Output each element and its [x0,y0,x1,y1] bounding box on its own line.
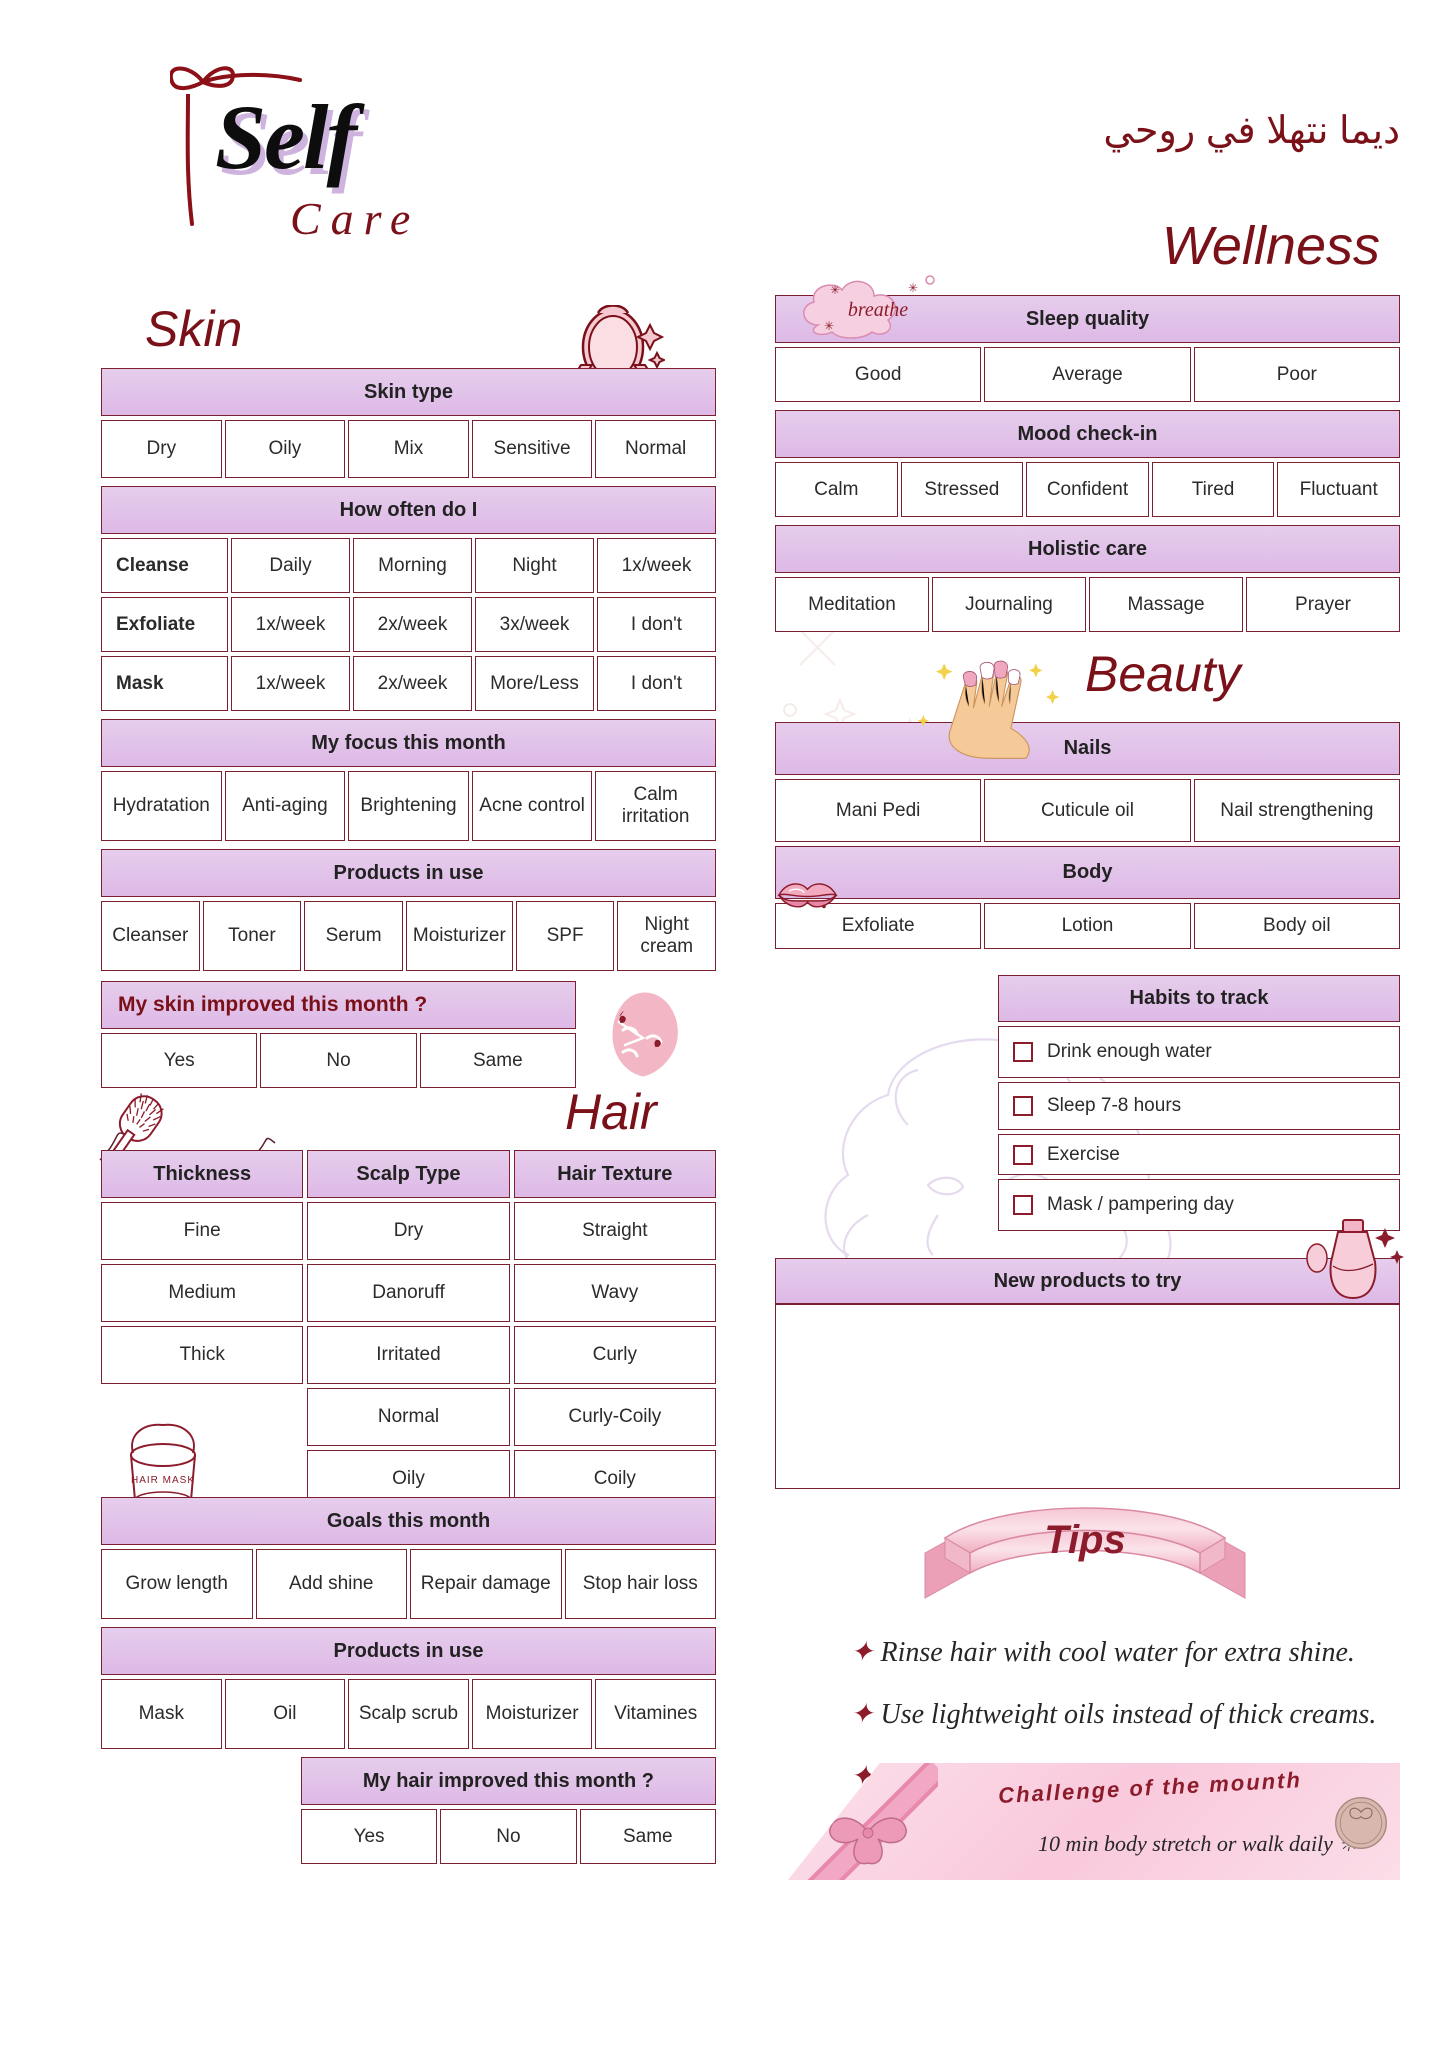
svg-text:✳: ✳ [830,283,840,297]
svg-text:HAIR MASK: HAIR MASK [131,1475,195,1486]
svg-text:breathe: breathe [848,299,908,321]
svg-text:✳: ✳ [908,281,918,295]
svg-text:✳: ✳ [824,319,834,333]
svg-text:Tips: Tips [1044,1518,1126,1562]
